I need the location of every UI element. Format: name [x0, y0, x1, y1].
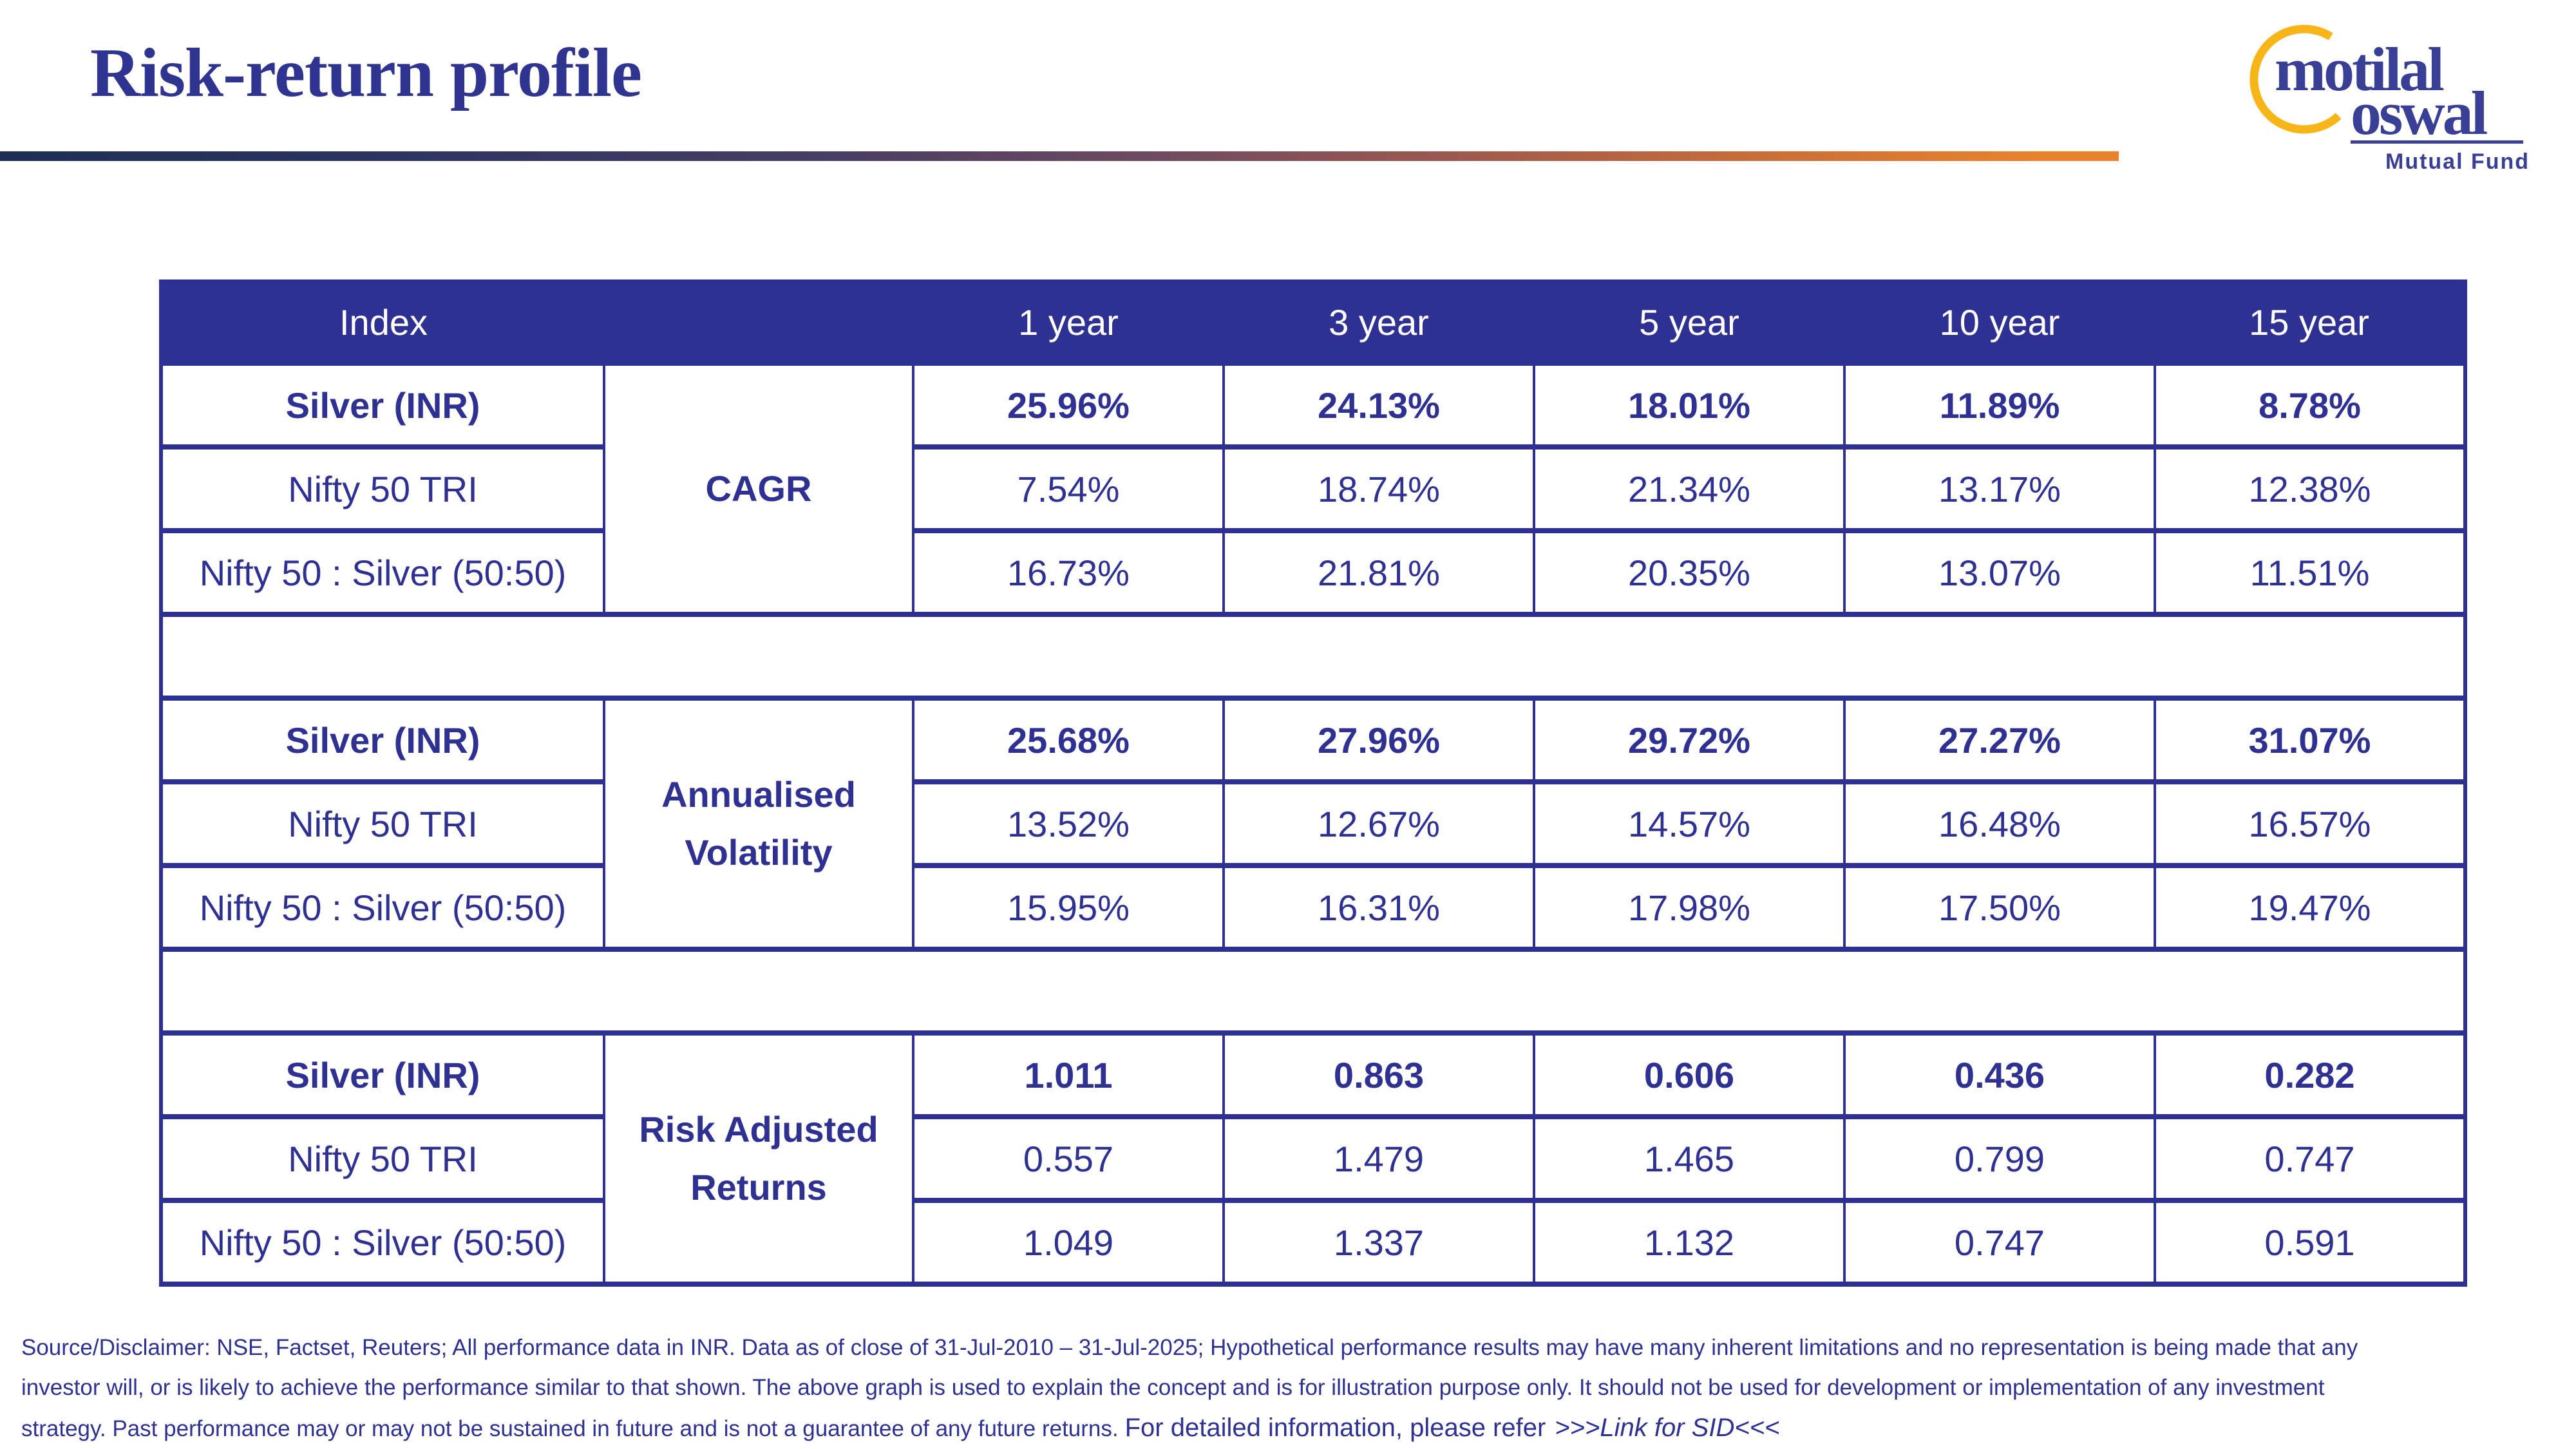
- row-label: Nifty 50 : Silver (50:50): [160, 863, 605, 952]
- row-label: Nifty 50 TRI: [160, 1114, 605, 1203]
- value-cell: 12.38%: [2154, 444, 2467, 533]
- risk-return-table-container: Index 1 year 3 year 5 year 10 year 15 ye…: [159, 279, 2467, 1287]
- risk-return-table: Index 1 year 3 year 5 year 10 year 15 ye…: [159, 279, 2467, 1287]
- value-cell: 1.011: [912, 1030, 1225, 1119]
- header-cell-blank: [604, 281, 913, 363]
- value-cell: 25.68%: [912, 696, 1225, 784]
- header-cell-period-15y: 15 year: [2155, 281, 2465, 363]
- table-row-vol-nifty: Nifty 50 TRI 13.52% 12.67% 14.57% 16.48%…: [160, 779, 2467, 868]
- row-label: Nifty 50 : Silver (50:50): [160, 528, 605, 617]
- value-cell: 25.96%: [912, 361, 1225, 450]
- value-cell: 20.35%: [1533, 528, 1846, 617]
- row-label: Silver (INR): [160, 1030, 605, 1119]
- value-cell: 21.81%: [1222, 528, 1535, 617]
- value-cell: 0.747: [1843, 1198, 2156, 1287]
- spacer-row: [160, 612, 2467, 701]
- logo-underline: [2351, 140, 2523, 144]
- value-cell: 17.98%: [1533, 863, 1846, 952]
- refer-text: For detailed information, please refer: [1124, 1414, 1546, 1442]
- table-row-rar-nifty: Nifty 50 TRI 0.557 1.479 1.465 0.799 0.7…: [160, 1114, 2467, 1203]
- value-cell: 21.34%: [1533, 444, 1846, 533]
- value-cell: 15.95%: [912, 863, 1225, 952]
- row-label: Silver (INR): [160, 361, 605, 450]
- value-cell: 12.67%: [1222, 779, 1535, 868]
- value-cell: 0.591: [2154, 1198, 2467, 1287]
- header-cell-period-1y: 1 year: [913, 281, 1224, 363]
- page-title: Risk-return profile: [90, 35, 642, 111]
- table-row-cagr-silver: Silver (INR) CAGR 25.96% 24.13% 18.01% 1…: [160, 361, 2467, 617]
- metric-cell-cagr: CAGR: [603, 361, 914, 617]
- disclaimer-line-1: Source/Disclaimer: NSE, Factset, Reuters…: [21, 1335, 2358, 1360]
- disclaimer-line-2: investor will, or is likely to achieve t…: [21, 1375, 2325, 1400]
- table-row-cagr-5050: Nifty 50 : Silver (50:50) 16.73% 21.81% …: [160, 528, 2467, 617]
- metric-cell-risk-adjusted: Risk Adjusted Returns: [603, 1030, 914, 1287]
- value-cell: 0.282: [2154, 1030, 2467, 1119]
- motilal-oswal-logo: motilal oswal Mutual Fund: [2241, 13, 2570, 174]
- value-cell: 17.50%: [1843, 863, 2156, 952]
- header-cell-period-3y: 3 year: [1224, 281, 1534, 363]
- row-label: Silver (INR): [160, 696, 605, 784]
- table-row-vol-5050: Nifty 50 : Silver (50:50) 15.95% 16.31% …: [160, 863, 2467, 952]
- table-row-rar-silver: Silver (INR) Risk Adjusted Returns 1.011…: [160, 1030, 2467, 1287]
- logo-subtitle: Mutual Fund: [2385, 149, 2530, 174]
- logo-arc-icon: [2249, 24, 2342, 134]
- disclaimer: Source/Disclaimer: NSE, Factset, Reuters…: [21, 1328, 2562, 1449]
- value-cell: 16.48%: [1843, 779, 2156, 868]
- table-row-vol-silver: Silver (INR) Annualised Volatility 25.68…: [160, 696, 2467, 952]
- value-cell: 24.13%: [1222, 361, 1535, 450]
- sid-link[interactable]: >>>Link for SID<<<: [1555, 1414, 1780, 1442]
- value-cell: 0.557: [912, 1114, 1225, 1203]
- value-cell: 16.57%: [2154, 779, 2467, 868]
- value-cell: 8.78%: [2154, 361, 2467, 450]
- value-cell: 0.747: [2154, 1114, 2467, 1203]
- title-underline-gradient: [0, 151, 2119, 161]
- metric-cell-volatility: Annualised Volatility: [603, 696, 914, 952]
- value-cell: 11.89%: [1843, 361, 2156, 450]
- row-label: Nifty 50 : Silver (50:50): [160, 1198, 605, 1287]
- value-cell: 7.54%: [912, 444, 1225, 533]
- value-cell: 19.47%: [2154, 863, 2467, 952]
- value-cell: 27.96%: [1222, 696, 1535, 784]
- logo-wordmark-line1: motilal: [2275, 35, 2445, 104]
- table-row-rar-5050: Nifty 50 : Silver (50:50) 1.049 1.337 1.…: [160, 1198, 2467, 1287]
- value-cell: 13.52%: [912, 779, 1225, 868]
- disclaimer-line-3-text: strategy. Past performance may or may no…: [21, 1416, 1119, 1441]
- value-cell: 31.07%: [2154, 696, 2467, 784]
- value-cell: 0.606: [1533, 1030, 1846, 1119]
- value-cell: 1.465: [1533, 1114, 1846, 1203]
- disclaimer-line-3: strategy. Past performance may or may no…: [21, 1408, 2562, 1449]
- value-cell: 1.337: [1222, 1198, 1535, 1287]
- row-label: Nifty 50 TRI: [160, 779, 605, 868]
- value-cell: 13.17%: [1843, 444, 2156, 533]
- header-cell-period-5y: 5 year: [1534, 281, 1844, 363]
- value-cell: 29.72%: [1533, 696, 1846, 784]
- table-row-cagr-nifty: Nifty 50 TRI 7.54% 18.74% 21.34% 13.17% …: [160, 444, 2467, 533]
- table-header-row: Index 1 year 3 year 5 year 10 year 15 ye…: [161, 281, 2465, 363]
- value-cell: 1.049: [912, 1198, 1225, 1287]
- value-cell: 1.479: [1222, 1114, 1535, 1203]
- value-cell: 18.01%: [1533, 361, 1846, 450]
- value-cell: 14.57%: [1533, 779, 1846, 868]
- value-cell: 0.799: [1843, 1114, 2156, 1203]
- logo-wordmark-line2: oswal: [2351, 79, 2488, 147]
- value-cell: 16.73%: [912, 528, 1225, 617]
- header-cell-index: Index: [161, 281, 604, 363]
- value-cell: 27.27%: [1843, 696, 2156, 784]
- value-cell: 11.51%: [2154, 528, 2467, 617]
- value-cell: 0.863: [1222, 1030, 1535, 1119]
- value-cell: 13.07%: [1843, 528, 2156, 617]
- header-cell-period-10y: 10 year: [1844, 281, 2155, 363]
- spacer-row: [160, 947, 2467, 1036]
- row-label: Nifty 50 TRI: [160, 444, 605, 533]
- value-cell: 18.74%: [1222, 444, 1535, 533]
- value-cell: 0.436: [1843, 1030, 2156, 1119]
- value-cell: 16.31%: [1222, 863, 1535, 952]
- value-cell: 1.132: [1533, 1198, 1846, 1287]
